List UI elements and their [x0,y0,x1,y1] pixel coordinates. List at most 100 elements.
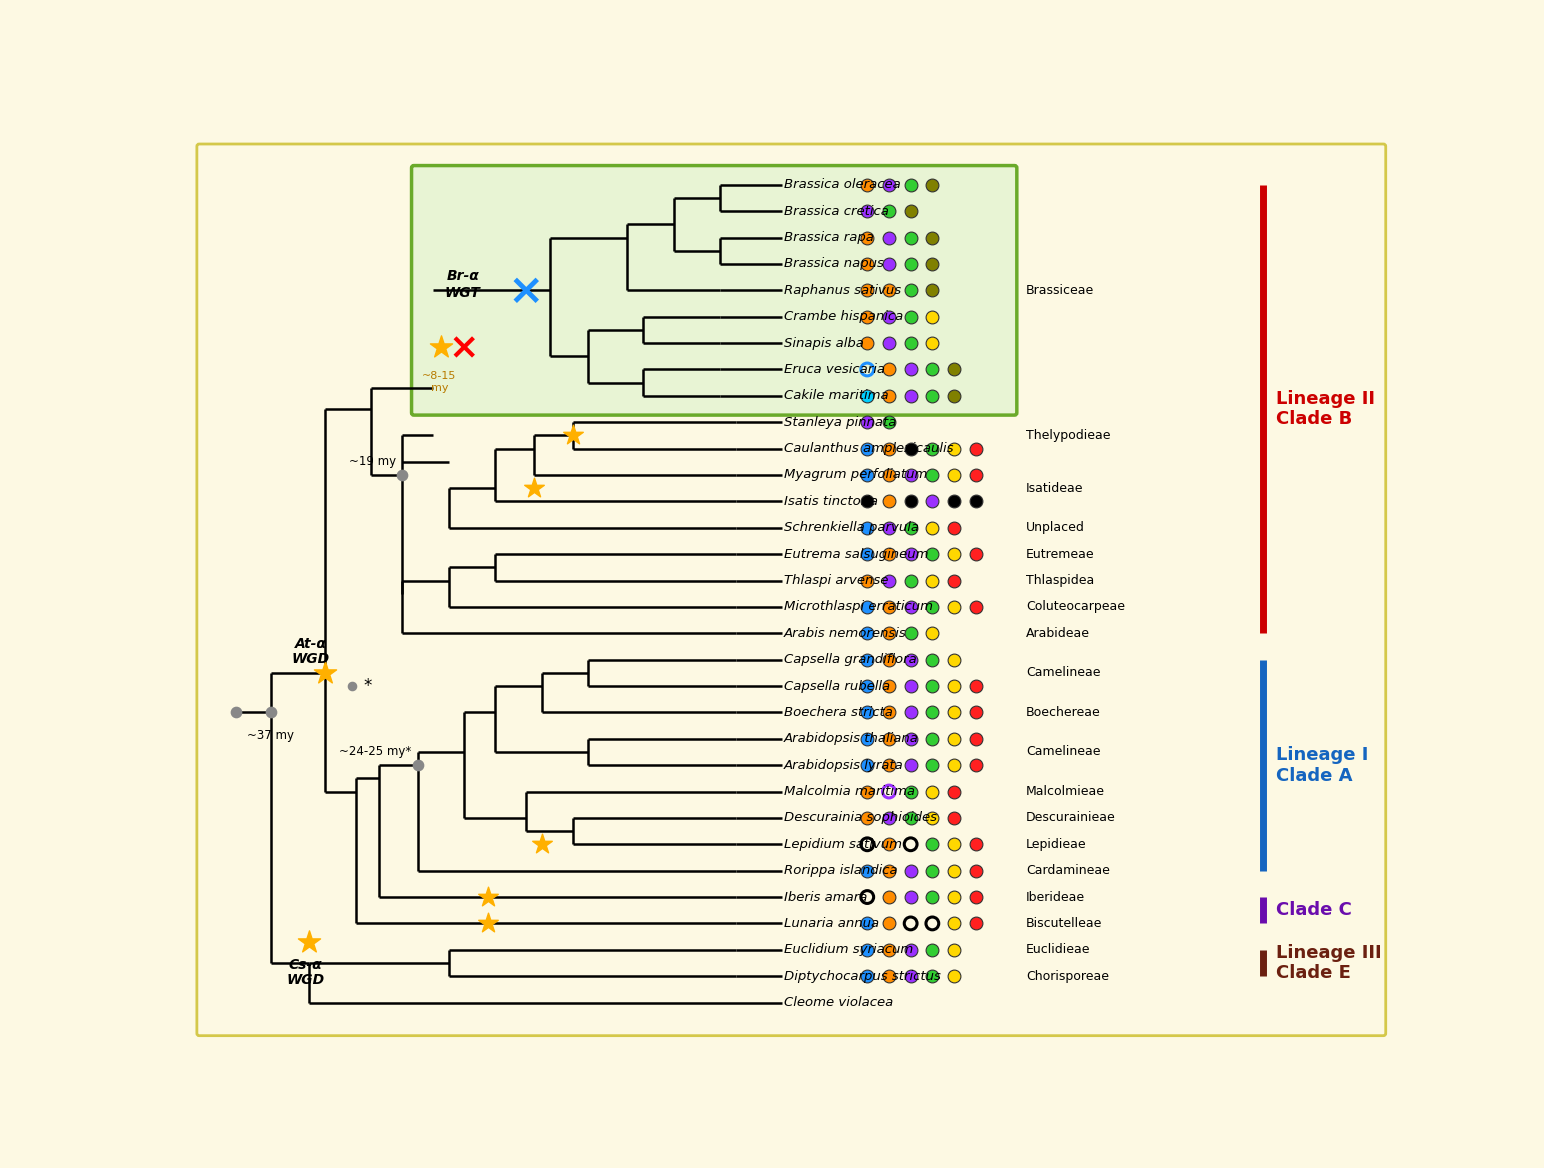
Point [899,888,923,906]
Point [942,888,967,906]
Point [877,571,902,590]
Point [920,676,945,695]
Text: Isatis tinctoria: Isatis tinctoria [783,495,877,508]
Text: Lepidieae: Lepidieae [1027,837,1087,850]
Text: Thelypodieae: Thelypodieae [1027,429,1110,442]
Point [877,888,902,906]
Point [899,756,923,774]
Point [296,932,321,951]
Point [877,808,902,827]
Text: Lunaria annua: Lunaria annua [783,917,879,930]
Point [920,544,945,563]
Point [855,492,880,510]
Text: Stanleya pinnata: Stanleya pinnata [783,416,896,429]
Text: WGD: WGD [286,973,324,987]
Point [942,466,967,485]
Text: Descurainieae: Descurainieae [1027,812,1116,825]
Point [877,360,902,378]
Point [920,624,945,642]
Text: Lepidium sativum: Lepidium sativum [783,837,902,850]
Point [920,175,945,194]
Point [899,783,923,801]
Point [476,888,500,906]
Text: Arabideae: Arabideae [1027,627,1090,640]
Point [855,808,880,827]
Point [855,651,880,669]
Point [855,915,880,933]
Text: ~24-25 my*: ~24-25 my* [340,745,412,758]
Point [963,835,988,854]
FancyBboxPatch shape [198,144,1385,1036]
Point [899,730,923,749]
Point [899,571,923,590]
Text: Chorisporeae: Chorisporeae [1027,969,1109,982]
Point [920,519,945,537]
Point [942,756,967,774]
Point [877,492,902,510]
Text: Brassica oleracea: Brassica oleracea [783,179,900,192]
Point [877,412,902,431]
Text: Brassica cretica: Brassica cretica [783,204,888,217]
Text: Caulanthus amplexicaulis: Caulanthus amplexicaulis [783,443,953,456]
Point [877,676,902,695]
Point [258,703,283,722]
Point [855,412,880,431]
Point [877,861,902,880]
Point [899,915,923,933]
Point [899,387,923,405]
Point [899,808,923,827]
Point [963,544,988,563]
Point [920,228,945,246]
Text: Lineage II
Clade B: Lineage II Clade B [1277,390,1376,429]
Point [855,756,880,774]
Point [855,202,880,221]
Point [963,676,988,695]
Text: Arabidopsis lyrata: Arabidopsis lyrata [783,759,903,772]
Point [899,255,923,273]
Point [942,861,967,880]
Text: my: my [431,383,448,392]
Point [942,439,967,458]
Point [920,756,945,774]
Point [899,967,923,986]
Text: Euclidium syriacum: Euclidium syriacum [783,944,913,957]
Point [877,387,902,405]
Text: Malcolmieae: Malcolmieae [1027,785,1106,798]
Point [899,651,923,669]
Point [920,334,945,353]
Point [855,307,880,326]
Point [942,571,967,590]
Point [942,783,967,801]
Point [899,519,923,537]
Text: Euclidieae: Euclidieae [1027,944,1090,957]
Text: Microthlaspi erraticum: Microthlaspi erraticum [783,600,933,613]
Point [877,334,902,353]
Point [963,598,988,617]
Point [920,835,945,854]
Point [942,598,967,617]
Point [855,835,880,854]
Point [877,307,902,326]
Point [312,663,337,682]
Text: Capsella grandiflora: Capsella grandiflora [783,653,916,666]
Point [920,888,945,906]
Point [942,835,967,854]
Point [920,492,945,510]
Point [920,571,945,590]
Text: Lineage I
Clade A: Lineage I Clade A [1277,745,1370,785]
Point [899,861,923,880]
Point [855,624,880,642]
Point [877,202,902,221]
Point [920,439,945,458]
Point [899,492,923,510]
Text: Lineage III
Clade E: Lineage III Clade E [1277,944,1382,982]
Text: Sinapis alba: Sinapis alba [783,336,863,349]
Point [391,466,415,485]
Point [877,967,902,986]
Point [963,730,988,749]
Text: Isatideae: Isatideae [1027,481,1084,495]
Point [855,228,880,246]
Point [899,439,923,458]
Point [899,466,923,485]
Text: Eutremeae: Eutremeae [1027,548,1095,561]
